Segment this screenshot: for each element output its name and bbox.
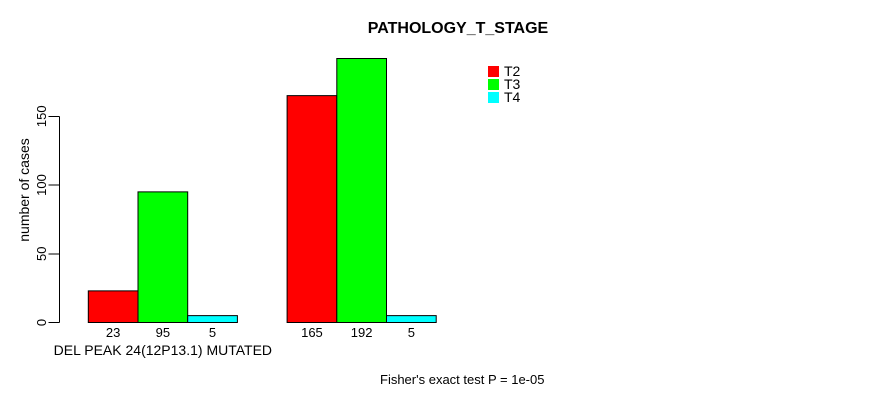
chart-title: PATHOLOGY_T_STAGE bbox=[367, 20, 549, 37]
bar-t4-group1 bbox=[187, 315, 238, 323]
bar-value-label: 95 bbox=[156, 325, 170, 340]
legend-label-t4: T4 bbox=[504, 89, 521, 105]
bar-value-label: 5 bbox=[209, 325, 216, 340]
legend-label-t3: T3 bbox=[504, 76, 521, 92]
legend-item-t4: T4 bbox=[488, 89, 521, 105]
y-tick-label: 50 bbox=[34, 247, 49, 261]
legend-item-t2: T2 bbox=[488, 63, 521, 79]
legend-swatch-t2 bbox=[488, 66, 499, 77]
category-label: DEL PEAK 24(12P13.1) MUTATED bbox=[54, 342, 272, 358]
y-tick-label: 100 bbox=[34, 174, 49, 196]
bar-value-label: 165 bbox=[301, 325, 323, 340]
bar-t3-group1 bbox=[137, 191, 189, 323]
legend: T2 T3 T4 bbox=[488, 63, 521, 105]
y-tick-label: 0 bbox=[34, 319, 49, 326]
bar-value-label: 192 bbox=[351, 325, 373, 340]
bar-value-label: 23 bbox=[106, 325, 120, 340]
bar-value-label: 5 bbox=[408, 325, 415, 340]
legend-label-t2: T2 bbox=[504, 63, 521, 79]
fisher-test-annotation: Fisher's exact test P = 1e-05 bbox=[380, 372, 545, 387]
bar-t4-group2 bbox=[386, 315, 437, 323]
legend-swatch-t4 bbox=[488, 92, 499, 103]
legend-item-t3: T3 bbox=[488, 76, 521, 92]
bar-t3-group2 bbox=[336, 58, 387, 323]
legend-swatch-t3 bbox=[488, 79, 499, 90]
y-tick-label: 150 bbox=[34, 105, 49, 127]
bar-t2-group2 bbox=[286, 95, 338, 323]
bar-t2-group1 bbox=[87, 290, 139, 323]
